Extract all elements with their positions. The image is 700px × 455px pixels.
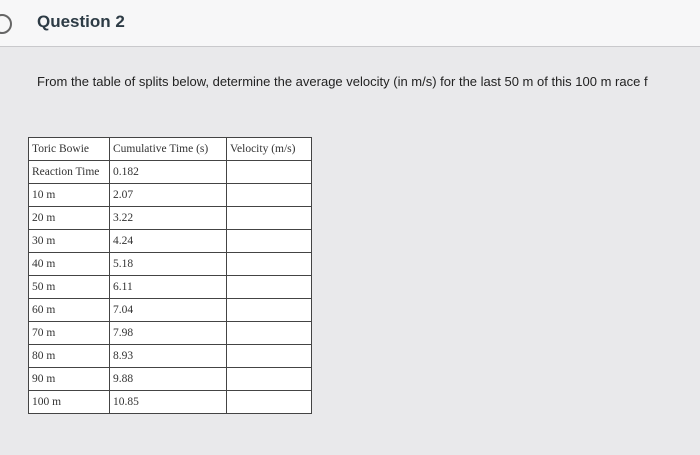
header-row: Toric Bowie Cumulative Time (s) Velocity (… [28, 137, 312, 161]
table-cell: 7.04 [109, 298, 227, 322]
table-row: 50 m 6.11 [28, 275, 312, 299]
table-cell: 6.11 [109, 275, 227, 299]
table-cell: 10 m [28, 183, 110, 207]
table-cell: 50 m [28, 275, 110, 299]
answer-cell[interactable] [226, 367, 312, 391]
table-cell: 30 m [28, 229, 110, 253]
question-text: From the table of splits below, determin… [37, 74, 648, 89]
table-cell: 8.93 [109, 344, 227, 368]
header-cell: Velocity (m/s) [226, 137, 312, 161]
table-cell: 100 m [28, 390, 110, 414]
table-cell: 70 m [28, 321, 110, 345]
table-cell: 90 m [28, 367, 110, 391]
table-row: Reaction Time 0.182 [28, 160, 312, 184]
header-cell: Toric Bowie [28, 137, 110, 161]
answer-cell[interactable] [226, 206, 312, 230]
header-cell: Cumulative Time (s) [109, 137, 227, 161]
answer-cell[interactable] [226, 275, 312, 299]
question-title: Question 2 [37, 12, 125, 31]
table-cell: 3.22 [109, 206, 227, 230]
answer-cell[interactable] [226, 183, 312, 207]
answer-cell[interactable] [226, 321, 312, 345]
table-cell: 80 m [28, 344, 110, 368]
question-header: Question 2 [0, 0, 700, 47]
table-row: 40 m 5.18 [28, 252, 312, 276]
answer-cell[interactable] [226, 229, 312, 253]
table-row: 20 m 3.22 [28, 206, 312, 230]
table-row: 30 m 4.24 [28, 229, 312, 253]
table-cell: 9.88 [109, 367, 227, 391]
table-cell: 7.98 [109, 321, 227, 345]
collapse-icon[interactable] [0, 14, 12, 34]
table-cell: 60 m [28, 298, 110, 322]
table-row: 80 m 8.93 [28, 344, 312, 368]
table-row: 100 m 10.85 [28, 390, 312, 414]
table-cell: 40 m [28, 252, 110, 276]
table-cell: 10.85 [109, 390, 227, 414]
table-cell: 0.182 [109, 160, 227, 184]
answer-cell[interactable] [226, 298, 312, 322]
answer-cell[interactable] [226, 390, 312, 414]
answer-cell[interactable] [226, 160, 312, 184]
table-row: 70 m 7.98 [28, 321, 312, 345]
answer-cell[interactable] [226, 252, 312, 276]
table-row: 60 m 7.04 [28, 298, 312, 322]
splits-table: Toric Bowie Cumulative Time (s) Velocity (… [28, 137, 312, 414]
table-cell: 20 m [28, 206, 110, 230]
table-cell: 2.07 [109, 183, 227, 207]
table-cell: Reaction Time [28, 160, 110, 184]
table-cell: 4.24 [109, 229, 227, 253]
table-row: 10 m 2.07 [28, 183, 312, 207]
table-cell: 5.18 [109, 252, 227, 276]
answer-cell[interactable] [226, 344, 312, 368]
table-row: 90 m 9.88 [28, 367, 312, 391]
